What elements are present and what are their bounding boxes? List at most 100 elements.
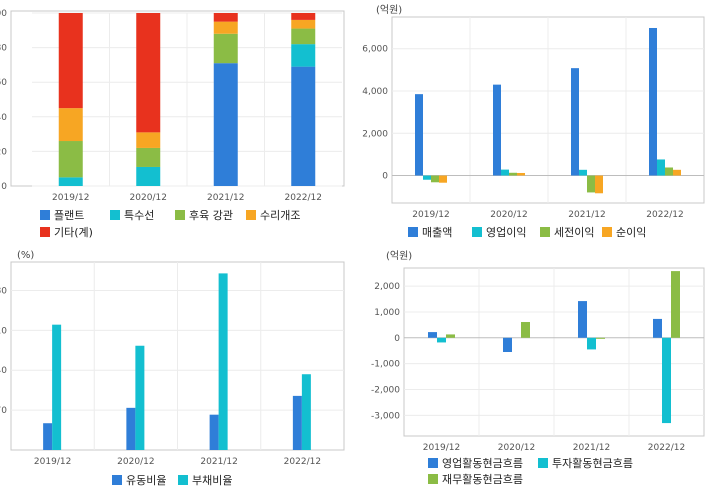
bar-segment [58,108,83,142]
legend-label: 플랜트 [54,209,84,222]
bar-segment [136,166,161,186]
bar [503,337,512,352]
bar [671,271,680,338]
bar [587,337,596,350]
legend-label: 부채비율 [192,474,232,487]
x-tick-label: 2021/12 [200,457,237,467]
legend-label: 영업이익 [486,226,526,239]
bar [501,169,509,176]
bar [596,337,605,339]
bar [579,169,587,176]
x-tick-label: 2020/12 [130,193,167,203]
y-tick-label: 140 [0,366,7,376]
bar-segment [213,21,238,34]
legend-swatch [538,458,548,468]
chart-3: 70 140 210 280 (%) 2019/12 2020/12 2021/12 2022/… [0,250,345,487]
bar [595,175,603,194]
bar [657,159,665,176]
bar [43,423,53,450]
legend-swatch [428,458,438,468]
bar [437,337,446,343]
bar [446,334,455,338]
bar [52,324,62,450]
bar [673,169,681,176]
chart-1: 0 20 40 60 80 100 2019/12 2020/12 2021/12 2022/12… [0,9,345,239]
legend-label: 기타(계) [54,226,93,239]
legend-label: 세전이익 [554,226,594,239]
bar-segment [291,13,316,20]
legend-swatch [110,210,120,220]
bar [218,273,228,450]
bar-segment [58,141,83,178]
y-unit-label: (억원) [376,4,402,16]
legend-swatch [112,475,122,485]
bar [209,414,219,450]
x-tick-label: 2020/12 [117,457,154,467]
y-tick-label: -1,000 [371,360,400,370]
legend-swatch [472,227,482,237]
bar-segment [291,44,316,67]
legend-label: 순이익 [616,226,646,239]
x-tick-label: 2020/12 [490,210,527,220]
bar-segment [213,63,238,186]
y-unit-label: (%) [17,250,34,261]
bar-segment [58,177,83,186]
chart-4: -3,000 -2,000 -1,000 0 1,000 2,000 (억원) 2019/12… [371,250,705,486]
legend-swatch [540,227,550,237]
y-tick-label: 40 [0,113,7,123]
x-tick-label: 2019/12 [34,457,71,467]
legend-label: 매출액 [422,226,452,239]
bar [301,374,311,450]
bar [517,172,525,176]
bar [509,172,517,176]
bar [135,345,145,450]
bar-segment [213,33,238,64]
bar-segment [136,132,161,148]
bar [431,175,439,183]
y-tick-label: 210 [0,326,7,336]
legend-label: 수리개조 [260,209,300,222]
bar-segment [213,13,238,22]
y-tick-label: 6,000 [362,45,388,55]
bar [587,175,595,193]
bar-segment [136,13,161,133]
x-tick-label: 2022/12 [648,443,685,453]
y-tick-label: 80 [0,44,7,54]
y-tick-label: 2,000 [374,282,400,292]
legend-swatch [246,210,256,220]
x-tick-label: 2021/12 [568,210,605,220]
y-tick-label: 100 [0,9,7,19]
legend-swatch [40,210,50,220]
y-tick-label: 0 [382,172,388,182]
bar [428,332,437,338]
bar-segment [291,19,316,29]
x-tick-label: 2019/12 [423,443,460,453]
x-tick-label: 2020/12 [498,443,535,453]
bar [292,395,302,450]
chart-2: 0 2,000 4,000 6,000 (억원) 2019/12 2020/12 2021/1… [362,4,705,239]
legend-label: 특수선 [124,209,154,222]
legend-label: 영업활동현금흐름 [442,456,523,470]
y-tick-label: 2,000 [362,129,388,139]
legend-label: 후육 강관 [189,209,233,222]
y-tick-label: 70 [0,406,7,416]
bar [521,322,530,338]
x-tick-label: 2019/12 [412,210,449,220]
legend-swatch [40,227,50,237]
legend-label: 재무활동현금흐름 [442,472,523,486]
x-tick-label: 2021/12 [573,443,610,453]
y-unit-label: (억원) [386,250,412,262]
x-tick-label: 2021/12 [207,193,244,203]
legend-swatch [175,210,185,220]
x-tick-label: 2022/12 [284,457,321,467]
bar-segment [291,28,316,45]
bar [653,318,662,338]
y-tick-label: 0 [1,182,7,192]
bar-segment [291,66,316,186]
legend-swatch [408,227,418,237]
bar [415,94,423,176]
legend-swatch [602,227,612,237]
y-tick-label: 280 [0,286,7,296]
bar [493,84,501,176]
